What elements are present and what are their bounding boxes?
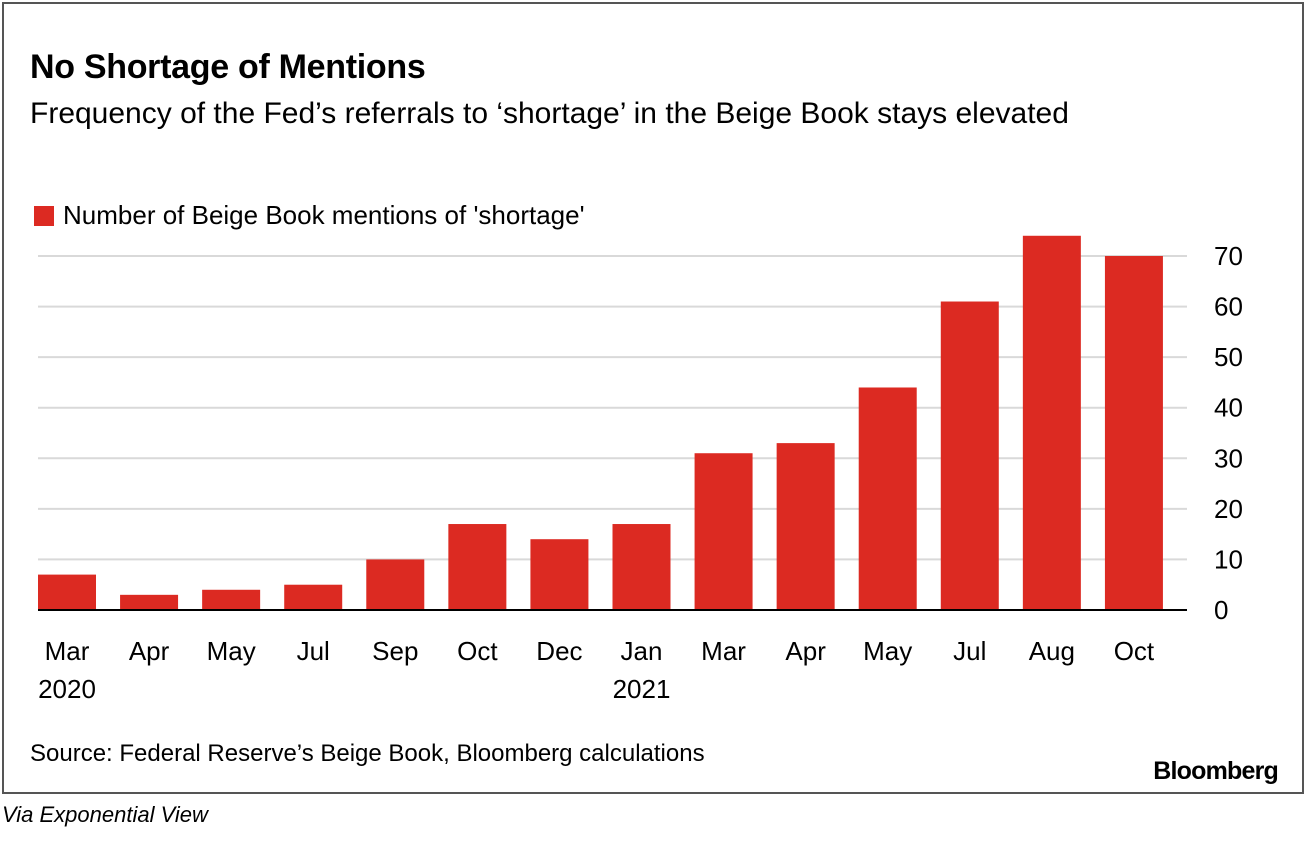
bar — [530, 539, 589, 610]
y-tick-label: 10 — [1214, 544, 1243, 574]
y-tick-label: 0 — [1214, 595, 1228, 625]
chart-title: No Shortage of Mentions — [30, 48, 426, 86]
bar — [448, 524, 507, 610]
bar — [120, 594, 179, 610]
chart-subtitle: Frequency of the Fed’s referrals to ‘sho… — [30, 97, 1069, 130]
y-tick-label: 20 — [1214, 494, 1243, 524]
x-tick-label: Dec — [536, 636, 582, 666]
bar — [694, 453, 753, 610]
x-tick-label: Jan — [621, 636, 663, 666]
y-tick-label: 60 — [1214, 292, 1243, 322]
source-note: Source: Federal Reserve’s Beige Book, Bl… — [30, 740, 705, 767]
chart-frame — [2, 2, 1304, 794]
legend-label: Number of Beige Book mentions of 'shorta… — [63, 200, 585, 230]
bar — [940, 301, 999, 610]
x-tick-label: May — [863, 636, 912, 666]
legend-swatch — [34, 205, 54, 226]
y-tick-label: 50 — [1214, 342, 1243, 372]
bar — [202, 589, 261, 610]
bar — [612, 524, 671, 610]
legend: Number of Beige Book mentions of 'shorta… — [34, 200, 585, 231]
bar — [858, 387, 917, 610]
bar — [366, 559, 425, 610]
x-tick-label: Oct — [457, 636, 498, 666]
bloomberg-logo: Bloomberg — [1153, 757, 1279, 785]
x-tick-label: Apr — [129, 636, 170, 666]
y-tick-label: 40 — [1214, 393, 1243, 423]
x-tick-label: May — [207, 636, 256, 666]
y-tick-label: 30 — [1214, 443, 1243, 473]
bar — [1022, 235, 1081, 610]
bar — [1104, 256, 1163, 610]
x-tick-label: Mar — [701, 636, 746, 666]
bar — [284, 584, 343, 610]
x-year-label: 2021 — [613, 674, 671, 704]
bar — [38, 574, 96, 610]
x-tick-label: Aug — [1029, 636, 1075, 666]
x-tick-label: Sep — [372, 636, 418, 666]
x-tick-label: Mar — [45, 636, 90, 666]
x-tick-label: Apr — [785, 636, 826, 666]
x-tick-label: Oct — [1114, 636, 1155, 666]
y-tick-label: 70 — [1214, 241, 1243, 271]
x-tick-label: Jul — [297, 636, 330, 666]
x-tick-label: Jul — [953, 636, 986, 666]
credit-note: Via Exponential View — [2, 802, 208, 827]
bar — [776, 443, 835, 610]
x-year-label: 2020 — [38, 674, 96, 704]
